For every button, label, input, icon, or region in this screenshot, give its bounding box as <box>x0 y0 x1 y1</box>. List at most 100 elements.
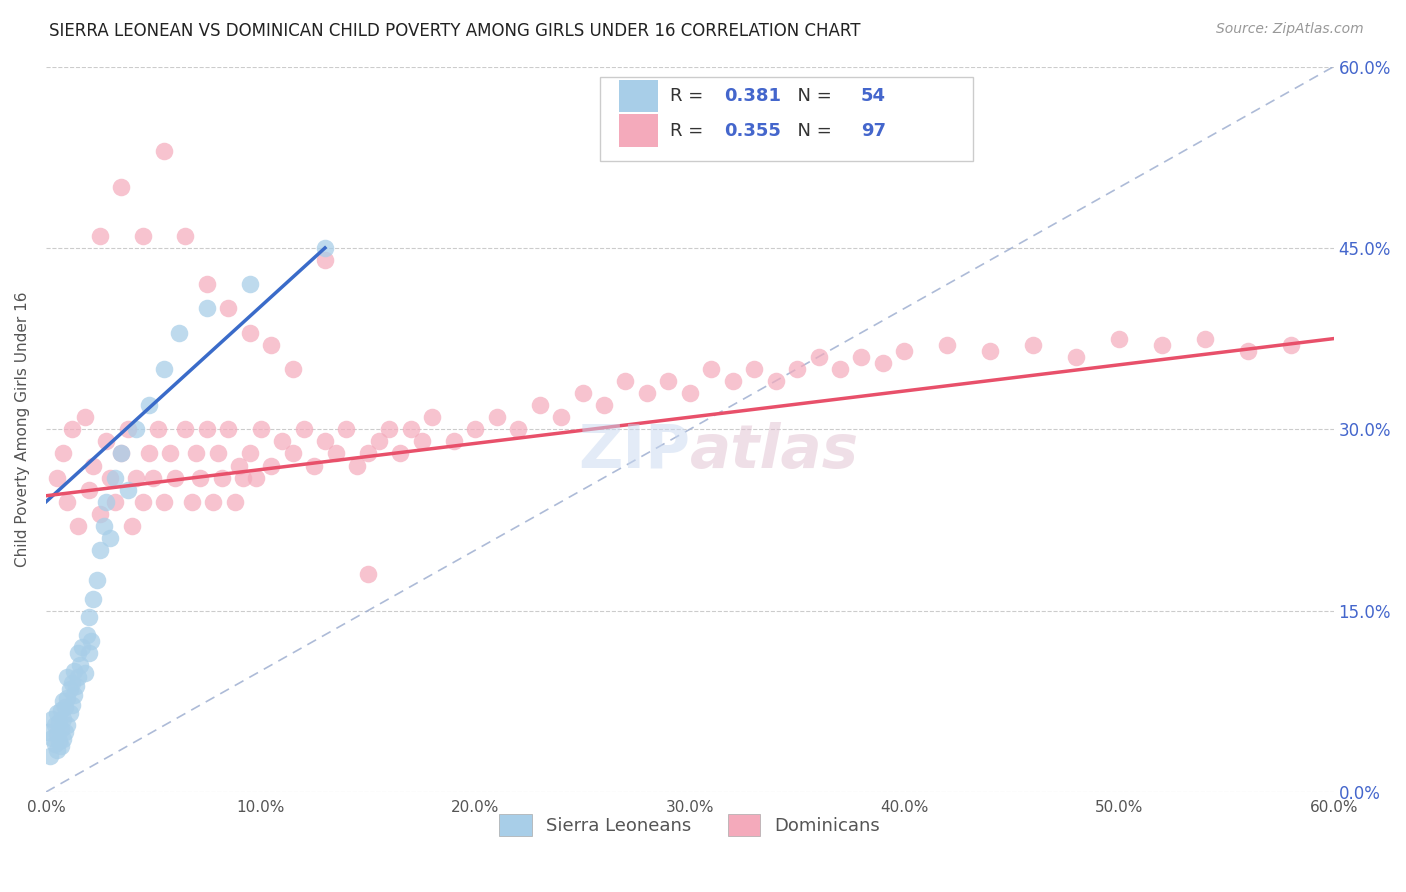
Point <box>52 694 75 708</box>
Point <box>60 698 83 712</box>
Point <box>77 483 100 497</box>
Point <box>73 410 96 425</box>
Point <box>786 361 808 376</box>
Point <box>195 422 218 436</box>
Point <box>657 374 679 388</box>
Point <box>44 718 66 732</box>
Point <box>98 531 121 545</box>
Point <box>65 679 87 693</box>
Point <box>281 361 304 376</box>
Point <box>636 386 658 401</box>
Point <box>49 722 72 736</box>
Point <box>1022 337 1045 351</box>
Text: N =: N = <box>786 122 838 140</box>
Point <box>302 458 325 473</box>
Point <box>93 519 115 533</box>
Point <box>131 495 153 509</box>
Point <box>159 446 181 460</box>
Point <box>69 658 91 673</box>
Point <box>37 724 59 739</box>
Point <box>292 422 315 436</box>
Point <box>281 446 304 460</box>
Point <box>142 470 165 484</box>
Point <box>245 470 267 484</box>
Point <box>138 446 160 460</box>
Point <box>807 350 830 364</box>
Point <box>56 495 79 509</box>
Point <box>49 703 72 717</box>
Point <box>53 700 76 714</box>
Point <box>41 713 63 727</box>
Point <box>979 343 1001 358</box>
Point <box>217 301 239 316</box>
Point <box>49 739 72 753</box>
Point <box>1150 337 1173 351</box>
Point <box>89 543 111 558</box>
Point <box>529 398 551 412</box>
Text: ZIP: ZIP <box>578 422 690 481</box>
Text: 97: 97 <box>860 122 886 140</box>
Point <box>86 574 108 588</box>
Point <box>153 361 176 376</box>
Point <box>117 483 139 497</box>
Point <box>335 422 357 436</box>
Point <box>1194 332 1216 346</box>
Point <box>700 361 723 376</box>
Point <box>60 422 83 436</box>
Point <box>48 734 70 748</box>
Point <box>1064 350 1087 364</box>
Point <box>195 301 218 316</box>
Point <box>893 343 915 358</box>
Point <box>131 228 153 243</box>
Point <box>89 507 111 521</box>
Point <box>721 374 744 388</box>
Point <box>936 337 959 351</box>
Point <box>851 350 873 364</box>
Point <box>52 713 75 727</box>
FancyBboxPatch shape <box>619 114 658 147</box>
Point <box>357 567 380 582</box>
Point <box>52 731 75 746</box>
Point <box>125 422 148 436</box>
Point <box>121 519 143 533</box>
Point <box>679 386 702 401</box>
Point <box>411 434 433 449</box>
Point <box>207 446 229 460</box>
Text: N =: N = <box>786 87 838 105</box>
Point <box>153 495 176 509</box>
Point <box>45 470 67 484</box>
Text: SIERRA LEONEAN VS DOMINICAN CHILD POVERTY AMONG GIRLS UNDER 16 CORRELATION CHART: SIERRA LEONEAN VS DOMINICAN CHILD POVERT… <box>49 22 860 40</box>
Point <box>872 356 894 370</box>
Point <box>190 470 212 484</box>
Point <box>76 628 98 642</box>
Point <box>443 434 465 449</box>
Point <box>45 742 67 756</box>
Point <box>593 398 616 412</box>
Point <box>186 446 208 460</box>
Point <box>125 470 148 484</box>
Point <box>464 422 486 436</box>
Point <box>104 470 127 484</box>
Point <box>211 470 233 484</box>
FancyBboxPatch shape <box>600 78 973 161</box>
Point <box>53 724 76 739</box>
Point <box>325 446 347 460</box>
Point <box>314 253 336 268</box>
Point <box>117 422 139 436</box>
FancyBboxPatch shape <box>619 79 658 112</box>
Point <box>94 434 117 449</box>
Point <box>98 470 121 484</box>
Point <box>314 241 336 255</box>
Point <box>72 640 94 654</box>
Point <box>110 446 132 460</box>
Point <box>174 228 197 243</box>
Text: Source: ZipAtlas.com: Source: ZipAtlas.com <box>1216 22 1364 37</box>
Point <box>180 495 202 509</box>
Point <box>239 446 262 460</box>
Point <box>89 228 111 243</box>
Point <box>44 737 66 751</box>
Point <box>67 670 90 684</box>
Point <box>45 706 67 721</box>
Point <box>138 398 160 412</box>
Point <box>58 706 80 721</box>
